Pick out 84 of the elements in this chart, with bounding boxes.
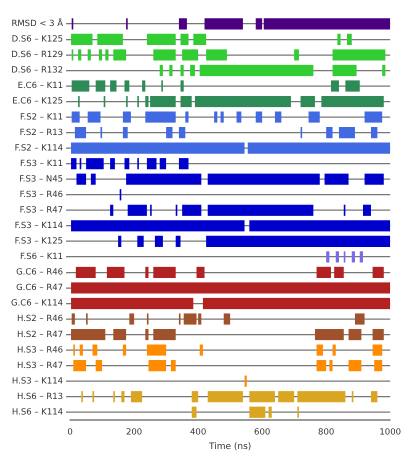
bar bbox=[124, 158, 130, 170]
x-tick-label: 800 bbox=[318, 427, 334, 438]
y-tick-label: F.S2 – R13 bbox=[20, 128, 64, 138]
bar bbox=[72, 313, 75, 325]
y-tick-label: H.S3 – K114 bbox=[12, 376, 64, 386]
bar bbox=[137, 236, 144, 247]
bar bbox=[249, 220, 390, 232]
y-tick-label: F.S3 – K125 bbox=[14, 236, 64, 247]
y-tick-label: G.C6 – K114 bbox=[10, 298, 64, 309]
bar bbox=[176, 236, 181, 247]
bar bbox=[129, 313, 134, 325]
y-tick-label: D.S6 – K125 bbox=[12, 34, 64, 45]
x-tick-label: 1000 bbox=[379, 427, 402, 438]
bar bbox=[326, 251, 330, 262]
y-tick-label: D.S6 – R132 bbox=[11, 66, 64, 76]
y-tick-label: F.S3 – R47 bbox=[20, 205, 64, 216]
y-tick-label: H.S3 – R47 bbox=[16, 360, 64, 371]
bar bbox=[316, 266, 331, 278]
bar bbox=[126, 174, 202, 185]
bar bbox=[76, 266, 96, 278]
bar bbox=[118, 236, 122, 247]
x-tick-label: 600 bbox=[254, 427, 270, 438]
y-tick-label: H.S3 – R46 bbox=[16, 345, 64, 356]
bar bbox=[206, 236, 390, 247]
bar bbox=[110, 158, 115, 170]
y-tick-label: H.S2 – R46 bbox=[16, 314, 64, 324]
bar bbox=[153, 266, 176, 278]
bar bbox=[145, 328, 149, 340]
bar bbox=[128, 204, 147, 216]
bar bbox=[178, 18, 187, 30]
bar bbox=[354, 313, 365, 325]
y-tick-label: F.S3 – R46 bbox=[20, 190, 64, 200]
bar bbox=[352, 251, 355, 262]
bar bbox=[154, 236, 163, 247]
y-tick-label: E.C6 – K125 bbox=[12, 96, 64, 107]
bar bbox=[106, 266, 124, 278]
bar bbox=[324, 174, 349, 185]
bar bbox=[90, 174, 96, 185]
bar bbox=[110, 204, 114, 216]
bar bbox=[71, 158, 76, 170]
y-tick-label: H.S2 – R47 bbox=[16, 330, 64, 340]
bar bbox=[182, 204, 202, 216]
y-tick-label: RMSD < 3 Å bbox=[11, 18, 64, 30]
bar bbox=[314, 328, 344, 340]
bar bbox=[86, 158, 104, 170]
bar bbox=[360, 251, 363, 262]
bar bbox=[153, 49, 176, 61]
y-tick-label: E.C6 – K11 bbox=[18, 81, 64, 92]
bar bbox=[113, 328, 126, 340]
bar bbox=[346, 34, 352, 45]
y-tick-label: F.S6 – K11 bbox=[20, 252, 64, 262]
y-tick-label: G.C6 – R46 bbox=[16, 268, 64, 278]
bar bbox=[196, 266, 205, 278]
bar bbox=[71, 220, 245, 232]
y-tick-label: F.S3 – N45 bbox=[19, 174, 64, 184]
bar bbox=[332, 344, 336, 356]
y-tick-label: F.S3 – K114 bbox=[14, 221, 64, 232]
y-tick-label: D.S6 – R129 bbox=[11, 50, 64, 60]
y-tick-label: F.S2 – K11 bbox=[20, 112, 64, 122]
bar bbox=[71, 328, 106, 340]
bar bbox=[76, 174, 86, 185]
y-tick-label: H.S6 – R13 bbox=[16, 392, 64, 402]
bar bbox=[153, 328, 176, 340]
bar bbox=[202, 298, 390, 310]
bar bbox=[336, 251, 339, 262]
y-tick-label: F.S3 – K11 bbox=[20, 158, 64, 169]
bar bbox=[382, 64, 386, 76]
bar bbox=[372, 266, 384, 278]
bar bbox=[145, 266, 149, 278]
x-axis-title: Time (ns) bbox=[208, 442, 252, 452]
bar bbox=[348, 328, 362, 340]
y-tick-label: G.C6 – R47 bbox=[16, 283, 64, 294]
bar bbox=[334, 266, 344, 278]
bar bbox=[372, 328, 384, 340]
y-tick-label: F.S2 – K114 bbox=[14, 143, 64, 154]
bar bbox=[208, 174, 320, 185]
bar bbox=[224, 313, 230, 325]
bar bbox=[374, 360, 382, 372]
x-tick-label: 200 bbox=[126, 427, 142, 438]
x-tick-label: 0 bbox=[67, 427, 73, 438]
y-tick-label: H.S6 – K114 bbox=[12, 407, 64, 418]
x-tick-label: 400 bbox=[190, 427, 206, 438]
bar bbox=[71, 298, 194, 310]
bar bbox=[204, 18, 243, 30]
